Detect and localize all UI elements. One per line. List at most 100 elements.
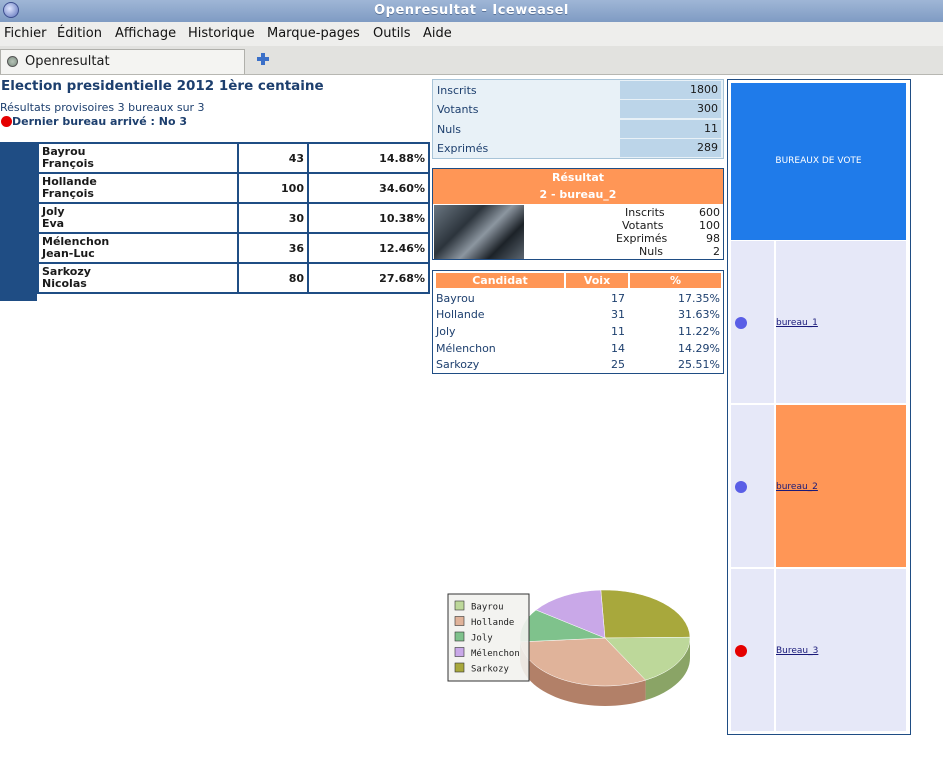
cand-voix: 31 — [611, 308, 625, 321]
cand-pct: 14.29% — [678, 342, 720, 355]
legend-label: Bayrou — [471, 603, 504, 613]
tab-bar: Openresultat — [0, 46, 943, 75]
candidate-name: Hollande François — [37, 172, 239, 204]
candidate-lastname: Mélenchon — [42, 235, 110, 248]
bureau-stat-value: 98 — [706, 232, 720, 245]
new-tab-plus-icon[interactable] — [256, 52, 270, 66]
totals-value: 1800 — [620, 81, 721, 99]
totals-label: Exprimés — [437, 142, 489, 155]
bureau-stat-value: 2 — [713, 245, 720, 258]
cand-pct: 25.51% — [678, 358, 720, 371]
bureau-link-cell — [776, 241, 906, 403]
legend-swatch — [454, 600, 465, 611]
totals-label: Inscrits — [437, 84, 477, 97]
legend-label: Sarkozy — [471, 665, 510, 675]
candidate-lastname: Bayrou — [42, 145, 86, 158]
status-dot-icon — [735, 481, 747, 493]
page-subtitle: Résultats provisoires 3 bureaux sur 3 — [0, 101, 205, 114]
bureau-cell-2: bureau_2 — [731, 405, 906, 567]
totals-box: Inscrits 1800 Votants 300 Nuls 11 Exprim… — [432, 79, 724, 159]
page-title: Election presidentielle 2012 1ère centai… — [1, 78, 324, 94]
menu-bar: Fichier Édition Affichage Historique Mar… — [0, 22, 943, 46]
table-row: Mélenchon 14 14.29% — [433, 340, 723, 356]
bureau-stat-label: Exprimés — [616, 232, 668, 245]
results-table: Bayrou François 43 14.88% Hollande Françoi… — [37, 142, 430, 294]
menu-fichier[interactable]: Fichier — [4, 26, 47, 41]
candidate-firstname: Nicolas — [42, 277, 87, 290]
bureau-stat-value: 100 — [699, 219, 720, 232]
table-row: Sarkozy Nicolas 80 27.68% — [37, 262, 430, 294]
candidate-votes: 30 — [237, 202, 309, 234]
table-row: Bayrou 17 17.35% — [433, 290, 723, 306]
results-side-bar — [0, 142, 37, 301]
legend-swatch — [454, 616, 465, 626]
table-row: Bayrou François 43 14.88% — [37, 142, 430, 174]
bureau-stat-label: Votants — [622, 219, 664, 232]
pie-slice-mélenchon — [535, 589, 606, 639]
bureau-stat-value: 600 — [699, 206, 720, 219]
bureau-result-title: Résultat — [551, 171, 605, 184]
legend-swatch — [454, 631, 465, 642]
menu-marque-pages[interactable]: Marque-pages — [267, 26, 360, 41]
bureau-stat-label: Nuls — [639, 245, 663, 258]
cand-voix: 14 — [611, 342, 625, 355]
cand-name: Mélenchon — [436, 342, 496, 355]
iceweasel-icon — [3, 2, 19, 18]
tab-openresultat[interactable]: Openresultat — [0, 49, 245, 74]
candidate-lastname: Joly — [42, 205, 65, 218]
cand-name: Joly — [436, 325, 456, 338]
candidate-votes: 80 — [237, 262, 309, 294]
window-titlebar: Openresultat - Iceweasel — [0, 0, 943, 22]
favicon-icon — [7, 56, 18, 67]
ballot-box-photo — [434, 205, 524, 259]
totals-label: Votants — [437, 103, 479, 116]
menu-aide[interactable]: Aide — [423, 26, 452, 41]
tab-label: Openresultat — [25, 54, 110, 69]
table-row: Sarkozy 25 25.51% — [433, 356, 723, 372]
pie-slice-bayrou — [604, 636, 691, 681]
cand-voix: 25 — [611, 358, 625, 371]
cand-name: Hollande — [436, 308, 485, 321]
candidate-name: Mélenchon Jean-Luc — [37, 232, 239, 264]
legend-label: Joly — [471, 634, 493, 644]
candidate-firstname: François — [42, 187, 94, 200]
totals-label: Nuls — [437, 123, 461, 136]
candidate-votes: 100 — [237, 172, 309, 204]
column-header-percent: % — [630, 273, 721, 288]
bureaux-header: BUREAUX DE VOTE — [731, 83, 906, 240]
totals-row: Nuls 11 — [434, 120, 722, 138]
table-row: Joly Eva 30 10.38% — [37, 202, 430, 234]
window-title: Openresultat - Iceweasel — [374, 3, 569, 18]
candidate-firstname: Jean-Luc — [42, 247, 95, 260]
candidate-lastname: Sarkozy — [42, 265, 91, 278]
candidate-firstname: Eva — [42, 217, 65, 230]
bureau-link[interactable]: Bureau_3 — [776, 646, 819, 656]
menu-affichage[interactable]: Affichage — [115, 26, 177, 41]
bureau-result-header: Résultat 2 - bureau_2 — [433, 169, 723, 204]
candidate-firstname: François — [42, 157, 94, 170]
column-header-candidat: Candidat — [436, 273, 564, 288]
menu-outils[interactable]: Outils — [373, 26, 411, 41]
totals-row: Votants 300 — [434, 100, 722, 118]
table-row: Mélenchon Jean-Luc 36 12.46% — [37, 232, 430, 264]
menu-edition[interactable]: Édition — [57, 26, 102, 41]
bureau-link[interactable]: bureau_2 — [776, 482, 818, 492]
menu-historique[interactable]: Historique — [188, 26, 255, 41]
bureau-stat-label: Inscrits — [625, 206, 665, 219]
red-dot-icon — [1, 116, 12, 127]
cand-name: Sarkozy — [436, 358, 480, 371]
bureau-cell-3: Bureau_3 — [731, 569, 906, 731]
bureau-link[interactable]: bureau_1 — [776, 318, 818, 328]
cand-pct: 31.63% — [678, 308, 720, 321]
totals-value: 289 — [620, 139, 721, 157]
totals-value: 11 — [620, 120, 721, 138]
column-header-voix: Voix — [566, 273, 628, 288]
table-row: Hollande François 100 34.60% — [37, 172, 430, 204]
candidate-votes: 43 — [237, 142, 309, 174]
totals-row: Inscrits 1800 — [434, 81, 722, 99]
pie-slice-sarkozy — [600, 589, 691, 639]
candidate-name: Bayrou François — [37, 142, 239, 174]
totals-row: Exprimés 289 — [434, 139, 722, 157]
bureau-link-cell — [776, 569, 906, 731]
cand-pct: 17.35% — [678, 292, 720, 305]
